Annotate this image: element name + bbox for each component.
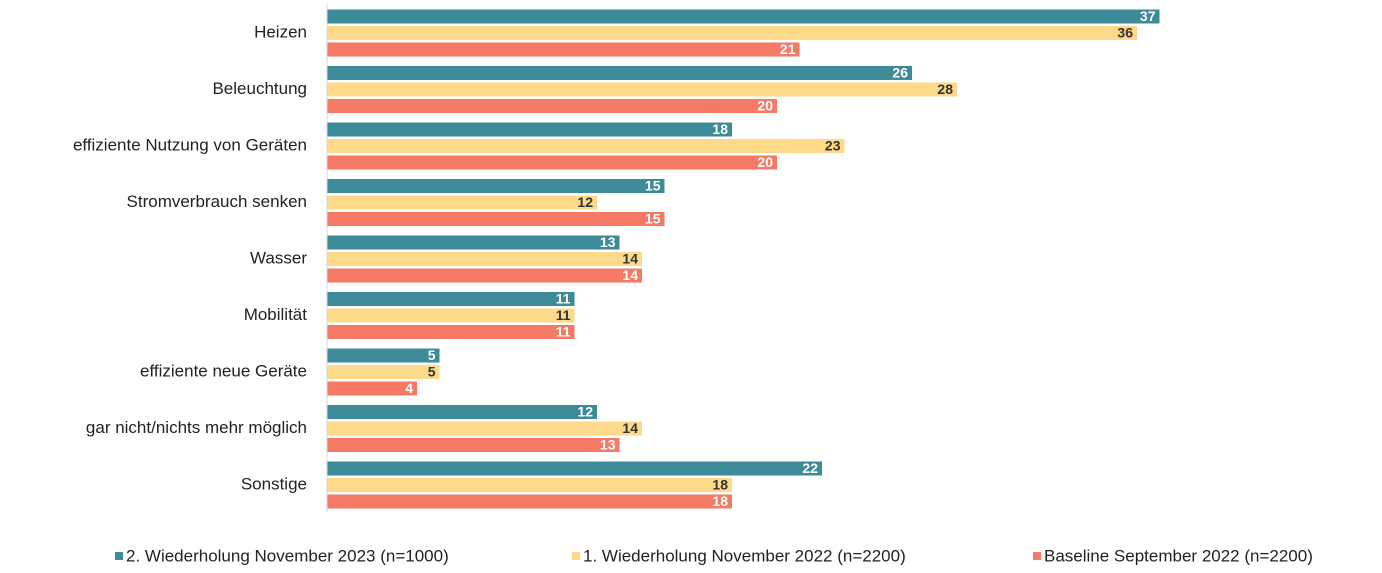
category-label: effiziente neue Geräte xyxy=(140,361,307,380)
bar xyxy=(327,494,732,509)
category-label: Mobilität xyxy=(244,305,308,324)
category-label: Sonstige xyxy=(241,474,307,493)
value-label: 18 xyxy=(712,477,728,493)
legend-swatch xyxy=(572,552,580,560)
bar xyxy=(327,195,597,210)
legend-label: 2. Wiederholung November 2023 (n=1000) xyxy=(126,546,449,565)
bar xyxy=(327,82,957,97)
value-label: 37 xyxy=(1140,8,1156,24)
value-label: 18 xyxy=(712,493,728,509)
bar xyxy=(327,42,800,57)
bar xyxy=(327,179,665,193)
bar xyxy=(327,461,822,476)
value-label: 23 xyxy=(825,138,841,154)
value-label: 14 xyxy=(622,251,638,267)
value-label: 26 xyxy=(892,65,908,81)
bar xyxy=(327,252,642,266)
value-label: 18 xyxy=(712,121,728,137)
value-label: 15 xyxy=(645,178,661,194)
bar xyxy=(327,292,575,306)
value-label: 11 xyxy=(556,307,571,323)
category-label: Heizen xyxy=(254,22,307,41)
bar xyxy=(327,348,440,363)
legend-label: 1. Wiederholung November 2022 (n=2200) xyxy=(583,546,906,565)
bar xyxy=(327,268,642,283)
bar xyxy=(327,9,1160,24)
bar xyxy=(327,421,642,436)
value-label: 36 xyxy=(1117,25,1133,41)
bar xyxy=(327,365,440,379)
value-label: 20 xyxy=(757,98,773,114)
value-label: 5 xyxy=(428,364,436,380)
value-label: 20 xyxy=(757,154,773,170)
bar xyxy=(327,405,597,419)
value-label: 11 xyxy=(556,291,571,307)
category-label: Wasser xyxy=(250,248,307,267)
value-label: 12 xyxy=(577,194,593,210)
value-label: 14 xyxy=(622,267,638,283)
bar xyxy=(327,212,665,226)
value-label: 28 xyxy=(937,81,953,97)
value-label: 5 xyxy=(428,347,436,363)
bar xyxy=(327,438,620,452)
value-label: 21 xyxy=(780,41,796,57)
category-label: gar nicht/nichts mehr möglich xyxy=(86,418,307,437)
value-label: 11 xyxy=(556,324,571,340)
bar xyxy=(327,155,777,170)
value-label: 15 xyxy=(645,211,661,227)
category-label: effiziente Nutzung von Geräten xyxy=(73,135,307,154)
bar xyxy=(327,66,912,80)
value-label: 13 xyxy=(600,437,616,453)
bar xyxy=(327,99,777,113)
legend-label: Baseline September 2022 (n=2200) xyxy=(1044,546,1313,565)
value-label: 14 xyxy=(622,420,638,436)
value-label: 12 xyxy=(577,404,593,420)
bar xyxy=(327,26,1137,40)
value-label: 13 xyxy=(600,234,616,250)
legend-swatch xyxy=(115,552,123,560)
bar xyxy=(327,478,732,492)
legend-swatch xyxy=(1033,552,1041,560)
bar xyxy=(327,308,575,323)
value-label: 22 xyxy=(802,460,818,476)
bar xyxy=(327,235,620,250)
bar xyxy=(327,381,417,396)
value-label: 4 xyxy=(405,380,413,396)
category-label: Stromverbrauch senken xyxy=(127,192,307,211)
bar xyxy=(327,122,732,137)
bar xyxy=(327,325,575,339)
bar xyxy=(327,139,845,153)
category-label: Beleuchtung xyxy=(212,79,307,98)
